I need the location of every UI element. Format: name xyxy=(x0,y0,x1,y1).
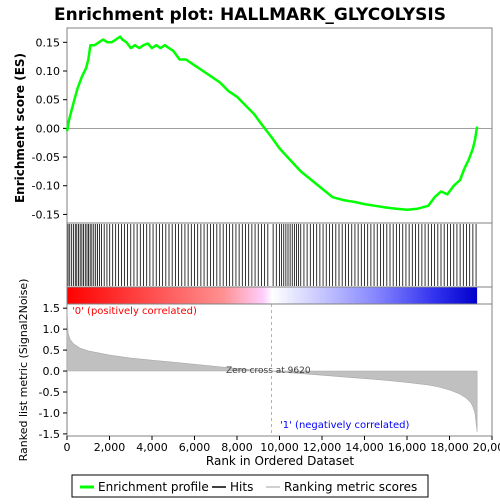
metric-y-tick-label: 0.5 xyxy=(43,344,61,357)
metric-y-tick-label: -1.0 xyxy=(39,407,60,420)
zero-cross-label: Zero cross at 9620 xyxy=(226,366,311,376)
es-y-tick-label: -0.10 xyxy=(32,180,60,193)
metric-x-tick-label: 2,000 xyxy=(94,441,126,454)
enrichment-profile-line xyxy=(67,37,477,210)
es-y-tick-label: 0.05 xyxy=(36,94,61,107)
es-line-group xyxy=(67,37,477,210)
metric-x-tick-label: 14,000 xyxy=(345,441,384,454)
es-y-ticks: -0.15 -0.10 -0.05 0.00 0.05 0.10 0.15 xyxy=(32,36,67,221)
legend-enrichment-label: Enrichment profile xyxy=(98,480,209,494)
metric-x-axis-label: Rank in Ordered Dataset xyxy=(206,454,354,468)
metric-x-tick-label: 10,000 xyxy=(260,441,299,454)
metric-x-tick-label: 16,000 xyxy=(388,441,427,454)
metric-y-tick-label: 1.0 xyxy=(43,323,61,336)
metric-x-tick-label: 0 xyxy=(64,441,71,454)
metric-y-tick-label: 0.0 xyxy=(43,365,61,378)
hits-group xyxy=(68,224,476,286)
es-y-tick-label: 0.10 xyxy=(36,65,61,78)
metric-x-tick-label: 4,000 xyxy=(136,441,168,454)
positive-correlation-label: '0' (positively correlated) xyxy=(72,306,197,317)
negative-correlation-label: '1' (negatively correlated) xyxy=(280,420,409,431)
metric-y-ticks: -1.5 -1.0 -0.5 0.0 0.5 1.0 1.5 xyxy=(39,302,67,441)
rank-color-bar xyxy=(67,287,477,304)
metric-x-tick-label: 20,000 xyxy=(473,441,500,454)
chart-title: Enrichment plot: HALLMARK_GLYCOLYSIS xyxy=(54,5,446,25)
metric-y-axis-label: Ranked list metric (Signal2Noise) xyxy=(17,279,30,462)
es-panel-frame xyxy=(67,28,492,223)
metric-y-tick-label: -0.5 xyxy=(39,386,60,399)
metric-x-tick-label: 18,000 xyxy=(430,441,469,454)
es-y-axis-label: Enrichment score (ES) xyxy=(13,53,27,203)
es-y-tick-label: 0.15 xyxy=(36,36,61,49)
legend-hits-label: Hits xyxy=(230,480,253,494)
metric-x-tick-label: 12,000 xyxy=(303,441,342,454)
metric-y-tick-label: 1.5 xyxy=(43,302,61,315)
es-y-tick-label: -0.15 xyxy=(32,208,60,221)
metric-y-tick-label: -1.5 xyxy=(39,428,60,441)
es-y-tick-label: -0.05 xyxy=(32,151,60,164)
es-y-tick-label: 0.00 xyxy=(36,122,61,135)
legend-metric-label: Ranking metric scores xyxy=(284,480,417,494)
metric-x-tick-label: 6,000 xyxy=(179,441,211,454)
metric-x-tick-label: 8,000 xyxy=(221,441,253,454)
